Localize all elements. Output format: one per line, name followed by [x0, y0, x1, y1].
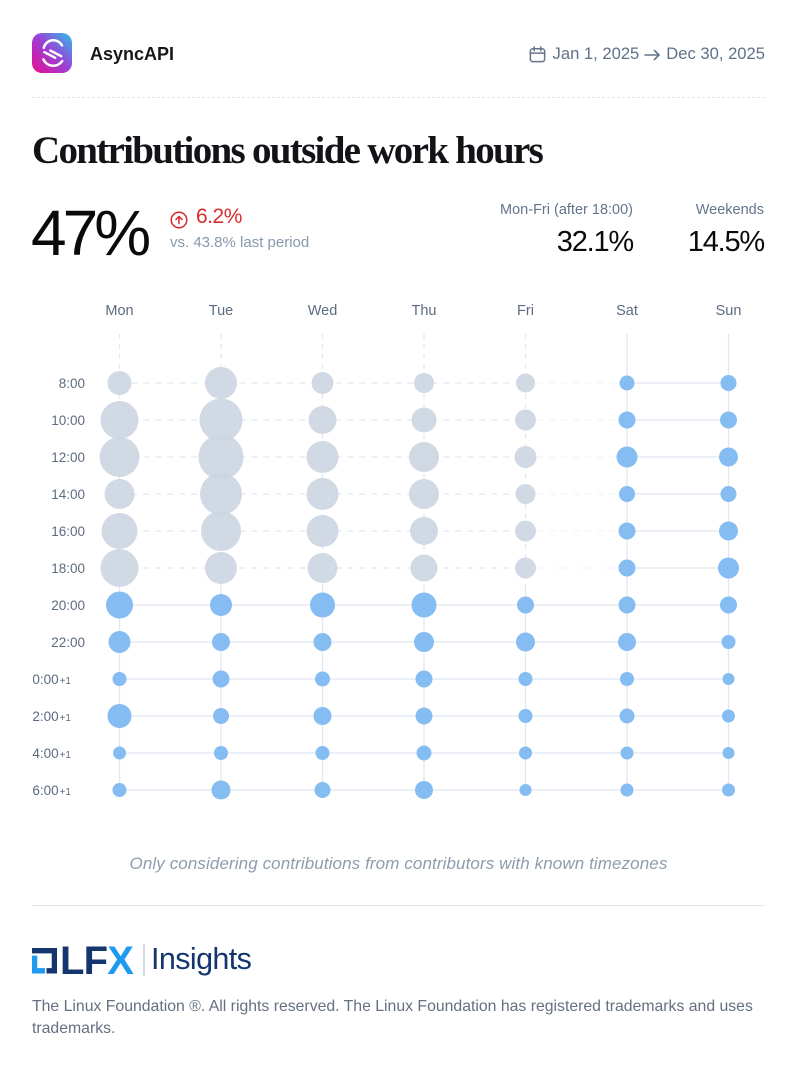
svg-text:0:00+1: 0:00+1 [32, 672, 71, 687]
svg-text:14:00: 14:00 [51, 487, 85, 502]
svg-text:16:00: 16:00 [51, 524, 85, 539]
svg-text:Sat: Sat [616, 303, 638, 319]
svg-text:18:00: 18:00 [51, 561, 85, 576]
svg-text:22:00: 22:00 [51, 635, 85, 650]
svg-text:Thu: Thu [412, 303, 437, 319]
svg-text:Tue: Tue [209, 303, 233, 319]
svg-text:6:00+1: 6:00+1 [32, 783, 71, 798]
svg-text:Wed: Wed [308, 303, 338, 319]
svg-text:Fri: Fri [517, 303, 534, 319]
svg-text:20:00: 20:00 [51, 598, 85, 613]
svg-text:12:00: 12:00 [51, 450, 85, 465]
svg-text:10:00: 10:00 [51, 413, 85, 428]
svg-text:4:00+1: 4:00+1 [32, 746, 71, 761]
svg-text:Sun: Sun [716, 303, 742, 319]
svg-text:Mon: Mon [105, 303, 133, 319]
svg-text:8:00: 8:00 [59, 376, 85, 391]
svg-text:2:00+1: 2:00+1 [32, 709, 71, 724]
